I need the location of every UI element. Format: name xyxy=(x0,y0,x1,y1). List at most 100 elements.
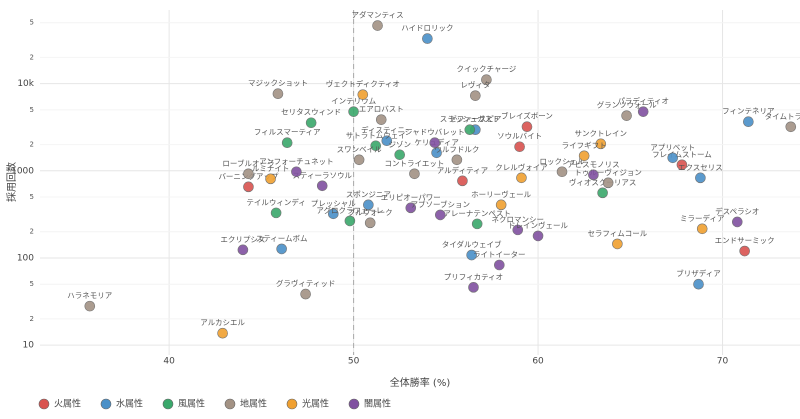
point-label: プレッシャル xyxy=(311,199,356,208)
point-label: エクスセリス xyxy=(678,163,723,172)
point xyxy=(731,216,743,228)
point xyxy=(464,124,476,136)
point xyxy=(621,110,632,121)
point xyxy=(532,230,544,242)
point xyxy=(429,137,441,149)
point xyxy=(695,172,706,184)
point-label: グランツウォール xyxy=(597,100,657,110)
point-label: ソウルバイト xyxy=(497,132,542,141)
point-label: クレルヴォイア xyxy=(495,162,548,172)
y-tick-label: 5 xyxy=(30,19,34,27)
y-tick-label: 100 xyxy=(17,253,34,263)
point-label: スティームボム xyxy=(256,234,308,243)
y-tick-label: 5 xyxy=(30,280,34,288)
y-tick-label: 10 xyxy=(23,341,35,351)
point-label: サンクトレイン xyxy=(575,129,628,138)
y-tick-label: 2 xyxy=(30,228,34,236)
point-label: ゼファースピア xyxy=(449,114,501,124)
y-tick-label: 2 xyxy=(30,141,34,149)
point xyxy=(595,138,607,150)
point-label: ディスティニー xyxy=(361,125,413,135)
y-tick-label: 2 xyxy=(30,53,34,61)
y-tick-label: 1000 xyxy=(11,166,34,176)
point-label: ブルウォーク xyxy=(348,207,393,217)
point-label: ドレインヴェール xyxy=(508,220,568,230)
point-label: アダマンティス xyxy=(352,10,404,20)
point-label: アンフォーチュネット xyxy=(259,157,333,166)
point-label: ルミナイト xyxy=(252,164,290,173)
point xyxy=(316,180,328,192)
point xyxy=(305,117,317,129)
point xyxy=(276,243,287,255)
point xyxy=(481,74,492,86)
point-label: セリタスウィンド xyxy=(281,108,341,117)
point-label: テイルウィンディ xyxy=(246,197,305,207)
point xyxy=(667,152,679,164)
point-label: ウルフドルク xyxy=(434,145,479,154)
point-label: ライフギフト xyxy=(562,141,607,150)
point xyxy=(357,89,369,100)
point-label: クイックチャージ xyxy=(457,65,517,74)
point xyxy=(785,121,797,133)
point xyxy=(676,159,688,171)
point xyxy=(612,238,623,250)
point-label: ネクロマンシー xyxy=(492,215,545,224)
point xyxy=(381,135,393,147)
point xyxy=(243,168,254,180)
y-axis-label: 採用回数 xyxy=(5,162,18,202)
point xyxy=(328,208,339,220)
x-tick-label: 50 xyxy=(348,357,360,367)
point-label: ハイドロリック xyxy=(401,24,453,33)
point-label: アグロクラフェーレ xyxy=(316,205,383,215)
point xyxy=(693,278,704,290)
point-label: レヴィタ xyxy=(460,80,490,90)
legend-label: 光属性 xyxy=(302,398,329,410)
point-label: パラディティオ xyxy=(617,96,669,106)
point xyxy=(243,181,254,193)
point-label: エンドサーミック xyxy=(715,236,775,245)
legend-marker xyxy=(348,398,360,410)
point-label: アルディティア xyxy=(437,165,488,175)
point-label: ジゾン xyxy=(388,140,411,149)
point xyxy=(602,177,614,189)
point-label: ローブルオーラ xyxy=(222,158,274,168)
point-label: スラッシュガスト xyxy=(440,114,500,124)
point-label: フィルスマーティア xyxy=(254,128,321,137)
point-label: ロックシェル xyxy=(540,157,585,166)
point-label: ホーリーヴェール xyxy=(471,189,531,199)
point xyxy=(265,173,276,185)
y-tick-label: 5 xyxy=(30,106,34,114)
y-tick-label: 5 xyxy=(30,193,34,201)
point-label: ブレイズボーン xyxy=(501,111,553,121)
point xyxy=(394,149,406,161)
y-tick-label: 10k xyxy=(17,79,34,89)
point xyxy=(370,140,382,152)
point-label: アプリベット xyxy=(650,143,695,152)
x-tick-label: 40 xyxy=(163,357,175,367)
legend-marker xyxy=(224,398,236,410)
legend-label: 風属性 xyxy=(178,398,205,410)
point xyxy=(494,259,505,271)
point-label: トゥルーヴィジョン xyxy=(574,167,642,177)
point-label: ミラーディア xyxy=(680,213,724,223)
point-label: デスペラシオ xyxy=(715,206,759,216)
point xyxy=(270,207,282,219)
point xyxy=(495,199,507,211)
legend-marker xyxy=(100,398,112,410)
point-label: ブリザディア xyxy=(676,268,720,278)
point xyxy=(471,218,483,230)
point xyxy=(84,300,96,312)
point xyxy=(521,121,533,133)
point-label: エクリプシス xyxy=(220,235,265,244)
point-label: コントライエット xyxy=(384,159,444,168)
point xyxy=(422,33,433,44)
point xyxy=(364,217,376,229)
point-label: ヴェクトディクティオ xyxy=(326,79,400,89)
point xyxy=(457,175,468,187)
point-label: マジックショット xyxy=(248,79,308,88)
point xyxy=(466,249,477,261)
point xyxy=(431,147,442,159)
point xyxy=(739,245,750,257)
point-label: タイムトラベラ xyxy=(765,112,800,121)
point xyxy=(696,223,708,235)
